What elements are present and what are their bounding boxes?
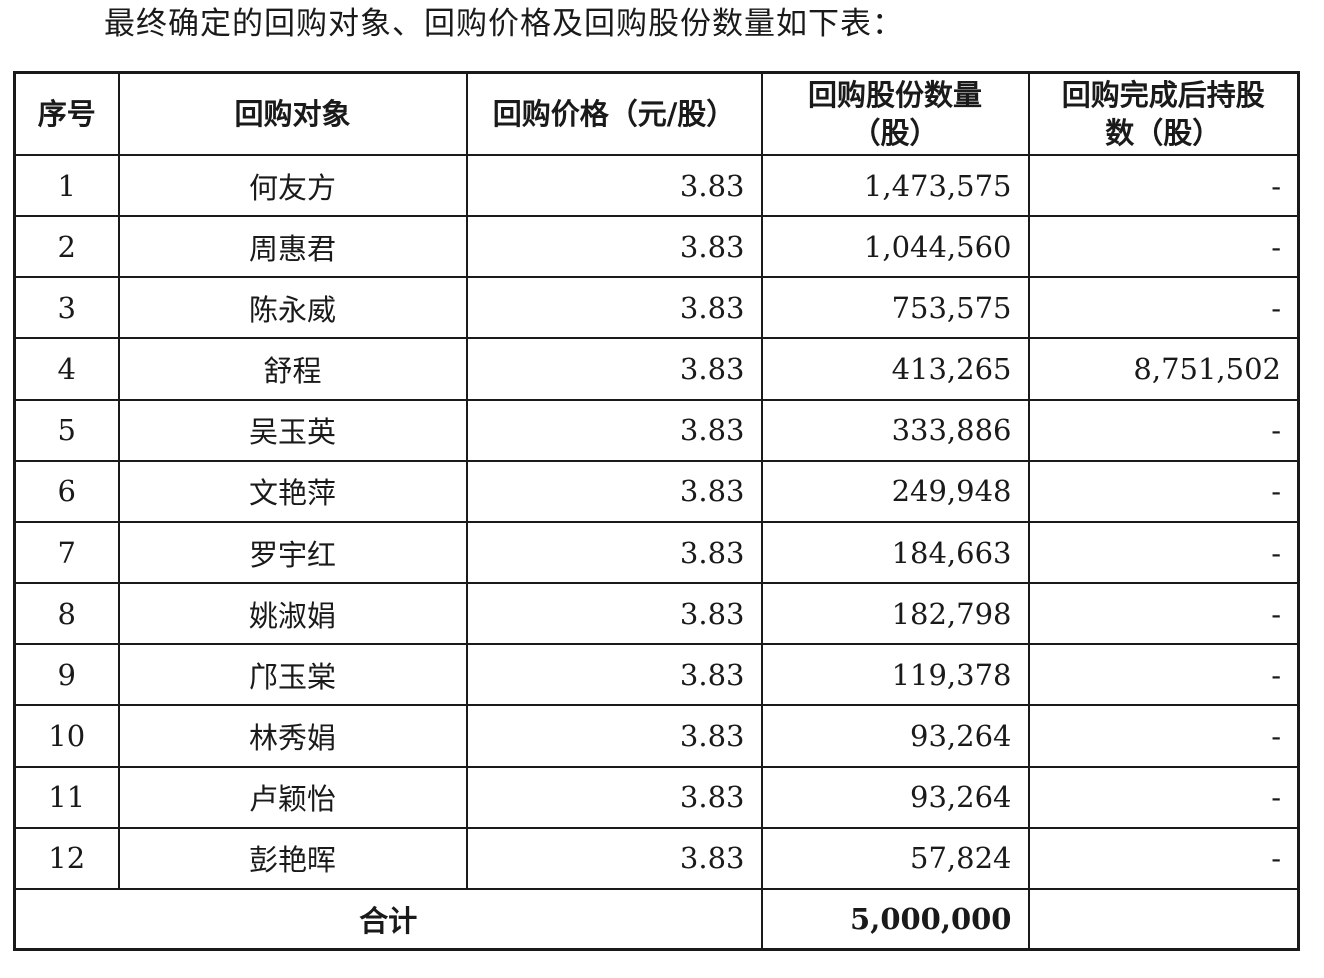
table-row: 5 吴玉英 3.83 333,886-: [13, 398, 1300, 462]
cell-seq: 1: [13, 153, 120, 218]
cell-holding: -: [1027, 704, 1300, 768]
buyback-table: 序号 回购对象 回购价格（元/股） 回购股份数量 （股） 回购完成后持股 数（股…: [13, 71, 1300, 951]
cell-name: 姚淑娟: [117, 582, 468, 646]
header-price: 回购价格（元/股）: [465, 71, 763, 156]
total-row: 合计 5,000,000: [13, 888, 1300, 951]
table-row: 9 邝玉棠 3.83 119,378-: [13, 643, 1300, 707]
cell-quantity: 184,663: [760, 520, 1030, 585]
cell-name: 陈永威: [117, 276, 468, 340]
cell-name: 彭艳晖: [117, 826, 468, 891]
cell-holding: 8,751,502: [1027, 337, 1300, 401]
header-quantity: 回购股份数量 （股）: [760, 71, 1030, 156]
table-row: 3 陈永威 3.83 753,575-: [13, 276, 1300, 340]
cell-quantity: 413,265: [760, 337, 1030, 401]
cell-name: 吴玉英: [117, 398, 468, 462]
cell-holding: -: [1027, 459, 1300, 523]
cell-price: 3.83: [465, 153, 763, 218]
cell-seq: 9: [13, 643, 120, 707]
cell-name: 林秀娟: [117, 704, 468, 768]
cell-price: 3.83: [465, 704, 763, 768]
cell-name: 周惠君: [117, 215, 468, 279]
cell-quantity: 182,798: [760, 582, 1030, 646]
cell-seq: 7: [13, 520, 120, 585]
cell-price: 3.83: [465, 459, 763, 523]
table-row: 10 林秀娟 3.83 93,264-: [13, 704, 1300, 768]
cell-quantity: 753,575: [760, 276, 1030, 340]
table-row: 11 卢颖怡 3.83 93,264-: [13, 765, 1300, 829]
table-body: 1 何友方 3.83 1,473,575-2 周惠君 3.83 1,044,560-3 陈永威…: [13, 153, 1300, 891]
cell-price: 3.83: [465, 215, 763, 279]
cell-holding: -: [1027, 276, 1300, 340]
table-row: 7 罗宇红 3.83 184,663-: [13, 520, 1300, 585]
cell-quantity: 93,264: [760, 765, 1030, 829]
cell-name: 罗宇红: [117, 520, 468, 585]
header-row: 序号 回购对象 回购价格（元/股） 回购股份数量 （股） 回购完成后持股 数（股…: [13, 71, 1300, 156]
cell-name: 文艳萍: [117, 459, 468, 523]
cell-name: 邝玉棠: [117, 643, 468, 707]
header-target: 回购对象: [117, 71, 468, 156]
cell-holding: -: [1027, 520, 1300, 585]
cell-quantity: 93,264: [760, 704, 1030, 768]
cell-seq: 10: [13, 704, 120, 768]
total-holding: [1027, 888, 1300, 951]
cell-seq: 11: [13, 765, 120, 829]
table-row: 1 何友方 3.83 1,473,575-: [13, 153, 1300, 218]
cell-name: 舒程: [117, 337, 468, 401]
cell-price: 3.83: [465, 398, 763, 462]
cell-price: 3.83: [465, 520, 763, 585]
total-quantity: 5,000,000: [760, 888, 1030, 951]
table-row: 12 彭艳晖 3.83 57,824-: [13, 826, 1300, 891]
cell-holding: -: [1027, 765, 1300, 829]
header-quantity-line2: （股）: [851, 116, 939, 150]
cell-quantity: 333,886: [760, 398, 1030, 462]
cell-price: 3.83: [465, 826, 763, 891]
cell-name: 何友方: [117, 153, 468, 218]
table-row: 4 舒程 3.83 413,265 8,751,502: [13, 337, 1300, 401]
cell-price: 3.83: [465, 643, 763, 707]
header-holding-line1: 回购完成后持股: [1061, 78, 1265, 112]
table-row: 2 周惠君 3.83 1,044,560-: [13, 215, 1300, 279]
cell-holding: -: [1027, 153, 1300, 218]
cell-holding: -: [1027, 826, 1300, 891]
cell-seq: 3: [13, 276, 120, 340]
table-row: 6 文艳萍 3.83 249,948-: [13, 459, 1300, 523]
total-label: 合计: [13, 888, 763, 951]
cell-quantity: 1,044,560: [760, 215, 1030, 279]
cell-holding: -: [1027, 398, 1300, 462]
cell-holding: -: [1027, 582, 1300, 646]
cell-price: 3.83: [465, 582, 763, 646]
header-quantity-line1: 回购股份数量: [807, 78, 982, 112]
cell-quantity: 57,824: [760, 826, 1030, 891]
cell-price: 3.83: [465, 276, 763, 340]
cell-quantity: 1,473,575: [760, 153, 1030, 218]
cell-seq: 8: [13, 582, 120, 646]
header-seq: 序号: [13, 71, 120, 156]
cell-seq: 4: [13, 337, 120, 401]
cell-price: 3.83: [465, 765, 763, 829]
cell-price: 3.83: [465, 337, 763, 401]
cell-holding: -: [1027, 215, 1300, 279]
cell-seq: 12: [13, 826, 120, 891]
header-holding-line2: 数（股）: [1105, 116, 1222, 150]
cell-seq: 5: [13, 398, 120, 462]
cell-name: 卢颖怡: [117, 765, 468, 829]
header-holding: 回购完成后持股 数（股）: [1027, 71, 1300, 156]
table-row: 8 姚淑娟 3.83 182,798-: [13, 582, 1300, 646]
cell-quantity: 249,948: [760, 459, 1030, 523]
cell-quantity: 119,378: [760, 643, 1030, 707]
cell-seq: 6: [13, 459, 120, 523]
cell-seq: 2: [13, 215, 120, 279]
intro-text: 最终确定的回购对象、回购价格及回购股份数量如下表：: [104, 6, 904, 42]
cell-holding: -: [1027, 643, 1300, 707]
